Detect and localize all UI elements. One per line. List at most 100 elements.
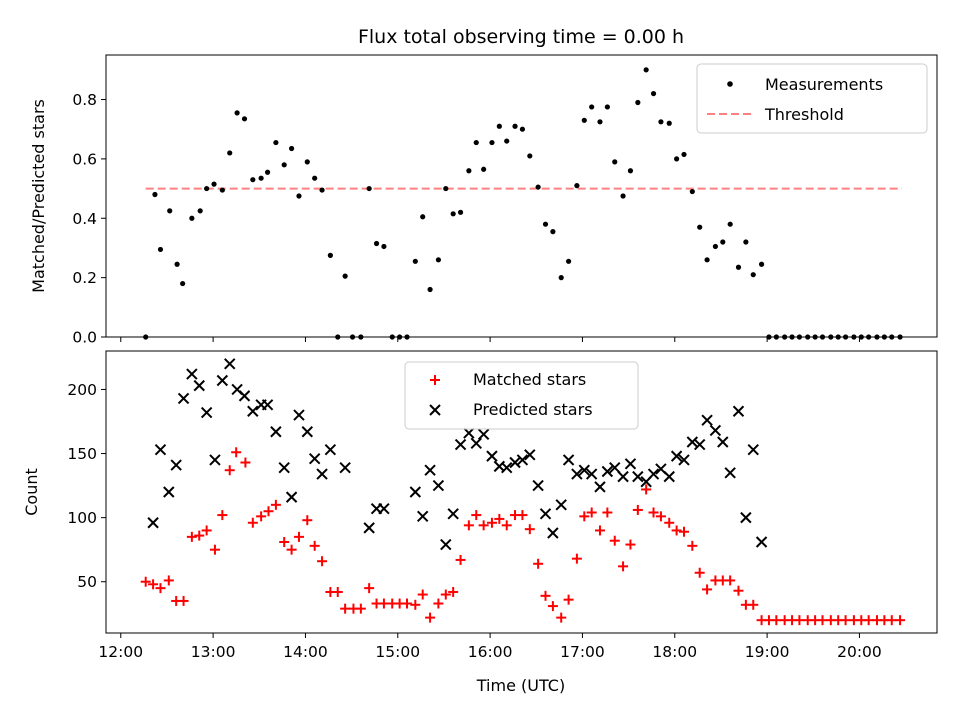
predicted-star-point — [624, 458, 637, 470]
predicted-star-point — [709, 424, 722, 437]
measurement-point — [704, 257, 710, 263]
predicted-star-point — [755, 536, 768, 548]
legend-measurements-marker — [727, 81, 733, 87]
top-y-axis-label: Matched/Predicted stars — [29, 99, 48, 293]
bottom-legend-box — [404, 361, 639, 430]
predicted-star-point — [501, 461, 513, 474]
matched-star-point — [410, 599, 421, 610]
measurement-point — [427, 286, 433, 293]
measurement-point — [720, 239, 726, 245]
predicted-star-point — [432, 479, 445, 492]
matched-star-point — [501, 520, 512, 531]
matched-star-point — [231, 447, 242, 458]
measurement-point — [481, 166, 487, 172]
measurement-point — [189, 215, 195, 221]
predicted-star-point — [747, 443, 759, 456]
measurement-point — [342, 273, 348, 279]
predicted-star-point — [601, 465, 614, 478]
matched-star-point — [664, 517, 675, 528]
x-tick-label: 15:00 — [375, 643, 420, 661]
predicted-star-point — [200, 406, 213, 419]
measurement-point — [381, 243, 387, 250]
top-panel: 0.00.20.40.60.8 Matched/Predicted stars … — [29, 54, 938, 347]
bottom-x-axis-ticks: 12:00 13:00 14:00 15:00 16:00 17:00 18:00 19:00… — [98, 633, 882, 661]
y-tick-label: 150 — [67, 445, 97, 463]
matched-star-point — [632, 504, 643, 515]
matched-star-point — [563, 594, 574, 605]
predicted-star-point — [516, 454, 529, 466]
measurement-point — [174, 261, 180, 267]
matched-star-point — [517, 510, 528, 521]
top-legend: Measurements Threshold — [696, 63, 928, 134]
matched-star-point — [687, 540, 698, 551]
predicted-star-point — [547, 527, 559, 539]
predicted-star-point — [170, 459, 182, 471]
predicted-star-point — [470, 437, 482, 449]
measurement-point — [519, 126, 526, 132]
legend-matched-marker — [430, 375, 440, 385]
matched-star-point — [247, 517, 258, 528]
matched-star-point — [671, 525, 682, 536]
measurement-point — [504, 138, 510, 144]
measurement-point — [227, 150, 233, 156]
predicted-star-point — [363, 522, 375, 534]
predicted-star-point — [717, 436, 729, 448]
matched-star-point — [224, 465, 235, 476]
measurement-point — [558, 275, 564, 281]
top-plot-frame — [105, 54, 938, 338]
predicted-star-point — [477, 428, 490, 441]
predicted-star-point — [509, 456, 521, 469]
x-tick-label: 19:00 — [745, 643, 790, 661]
matched-star-point — [733, 585, 744, 596]
y-tick-label: 200 — [67, 381, 97, 399]
measurement-point — [152, 191, 158, 198]
x-tick-label: 14:00 — [283, 643, 328, 661]
measurement-point — [612, 159, 618, 165]
matched-star-point — [556, 612, 567, 623]
matched-star-point — [471, 510, 482, 521]
measurement-point — [674, 156, 680, 162]
matched-star-point — [256, 511, 267, 522]
measurement-point — [273, 139, 279, 146]
top-legend-box — [696, 63, 928, 134]
measurement-point — [304, 159, 310, 165]
measurement-point — [735, 264, 742, 270]
predicted-star-point — [562, 454, 575, 466]
measurement-point — [435, 257, 441, 263]
predicted-star-point — [154, 443, 167, 456]
legend-matched-label: Matched stars — [473, 370, 586, 389]
measurement-point — [373, 240, 380, 247]
matched-star-point — [463, 520, 474, 531]
predicted-star-point — [532, 479, 544, 492]
matched-star-point — [625, 539, 636, 550]
y-tick-label: 0.8 — [72, 91, 97, 109]
measurement-point — [697, 224, 703, 230]
measurement-point — [581, 117, 587, 123]
matched-star-point — [279, 536, 290, 547]
x-tick-label: 13:00 — [191, 643, 236, 661]
predicted-star-point — [555, 499, 567, 511]
measurement-point — [258, 175, 264, 181]
predicted-star-point — [463, 427, 475, 439]
measurement-point — [319, 187, 325, 193]
measurement-point — [643, 67, 649, 73]
measurement-point — [443, 185, 449, 192]
predicted-star-point — [539, 508, 552, 520]
matched-star-point — [540, 590, 551, 601]
measurement-point — [489, 139, 495, 146]
predicted-star-point — [447, 508, 459, 520]
matched-star-point — [163, 575, 174, 586]
predicted-star-point — [308, 452, 321, 465]
measurement-point — [597, 119, 603, 125]
predicted-star-point — [701, 414, 713, 426]
measurement-point — [420, 214, 426, 220]
matched-star-point — [286, 544, 297, 555]
matched-star-point — [317, 556, 328, 567]
predicted-star-point — [609, 461, 621, 474]
measurement-point — [234, 110, 240, 116]
predicted-star-point — [416, 510, 429, 523]
predicted-star-point — [339, 461, 351, 474]
matched-star-point — [725, 575, 736, 586]
measurement-point — [550, 229, 556, 235]
measurement-point — [565, 258, 572, 264]
